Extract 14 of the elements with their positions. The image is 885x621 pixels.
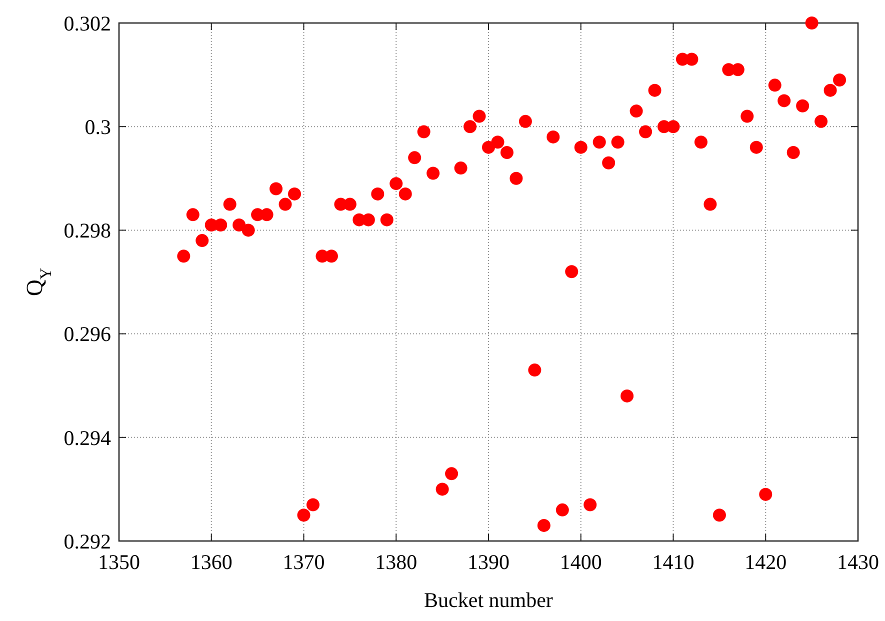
y-tick-label: 0.3	[84, 114, 111, 139]
y-tick-label: 0.298	[64, 218, 111, 243]
x-tick-label: 1400	[560, 550, 602, 574]
x-tick-label: 1380	[375, 550, 418, 574]
y-tick-label: 0.302	[64, 11, 111, 36]
x-axis-title: Bucket number	[424, 588, 553, 612]
x-tick-label: 1370	[282, 550, 325, 574]
x-tick-label: 1390	[468, 550, 510, 574]
x-tick-label: 1410	[652, 550, 694, 574]
y-tick-label: 0.296	[64, 322, 111, 346]
y-tick-label: 0.294	[64, 426, 112, 450]
x-tick-label: 1420	[744, 550, 787, 574]
x-tick-label: 1360	[190, 550, 232, 574]
x-tick-label: 1430	[837, 550, 879, 574]
